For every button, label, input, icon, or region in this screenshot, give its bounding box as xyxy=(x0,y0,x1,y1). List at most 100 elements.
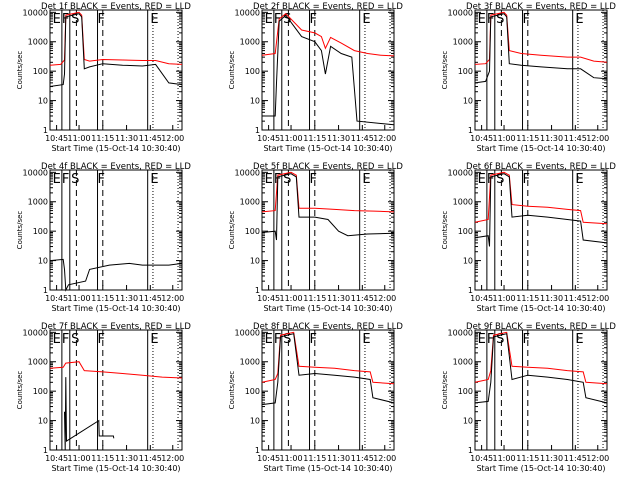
y-tick-label: 1 xyxy=(468,446,473,455)
region-label: S xyxy=(283,332,291,347)
x-tick-label: 11:00 xyxy=(68,294,91,303)
y-axis-label: Counts/sec xyxy=(228,371,236,410)
y-tick-label: 1 xyxy=(43,286,48,295)
x-axis-label: Start Time (15-Oct-14 10:30:40) xyxy=(263,464,392,473)
series-events-line xyxy=(49,258,183,292)
x-tick-label: 10:45 xyxy=(257,134,280,143)
plot-frame xyxy=(49,9,183,131)
region-label: F xyxy=(523,172,530,187)
region-label: E xyxy=(575,172,583,187)
y-axis-label: Counts/sec xyxy=(228,211,236,250)
panel-title: Det 3f BLACK = Events, RED = LLD xyxy=(466,2,616,12)
y-tick-label: 1000 xyxy=(453,38,473,47)
y-axis-label: Counts/sec xyxy=(228,51,236,90)
x-tick-label: 11:00 xyxy=(280,134,303,143)
x-tick-label: 11:00 xyxy=(493,134,516,143)
region-label: E xyxy=(53,12,61,27)
y-tick-label: 100 xyxy=(458,227,473,236)
plot-frame xyxy=(474,329,608,451)
region-label: E xyxy=(362,332,370,347)
region-label: F xyxy=(523,332,530,347)
x-tick-label: 11:30 xyxy=(115,454,138,463)
series-lld-line xyxy=(49,361,183,379)
x-axis-label: Start Time (15-Oct-14 10:30:40) xyxy=(51,144,180,153)
x-tick-label: 11:45 xyxy=(139,454,162,463)
x-tick-label: 11:45 xyxy=(139,294,162,303)
x-tick-label: 10:45 xyxy=(470,134,493,143)
plot-frame xyxy=(474,169,608,291)
plot-frame xyxy=(261,169,395,291)
x-tick-label: 11:15 xyxy=(91,294,114,303)
panel-title: Det 6f BLACK = Events, RED = LLD xyxy=(466,162,616,172)
region-label: F xyxy=(310,172,317,187)
series-lld-line xyxy=(261,171,395,213)
y-tick-label: 10 xyxy=(463,97,473,106)
x-axis-label: Start Time (15-Oct-14 10:30:40) xyxy=(476,144,605,153)
y-tick-label: 10000 xyxy=(448,168,473,177)
y-tick-label: 100 xyxy=(245,227,260,236)
x-tick-label: 10:45 xyxy=(470,454,493,463)
region-label: S xyxy=(71,12,79,27)
y-axis-label: Counts/sec xyxy=(16,51,24,90)
y-tick-label: 100 xyxy=(458,67,473,76)
x-tick-label: 12:00 xyxy=(586,134,609,143)
y-tick-label: 1 xyxy=(43,446,48,455)
y-tick-label: 10 xyxy=(463,257,473,266)
x-tick-label: 11:45 xyxy=(564,134,587,143)
y-tick-label: 1000 xyxy=(240,198,260,207)
region-label: E xyxy=(362,12,370,27)
x-tick-label: 11:15 xyxy=(516,294,539,303)
x-tick-label: 11:00 xyxy=(68,134,91,143)
series-lld-line xyxy=(474,331,608,385)
y-tick-label: 100 xyxy=(245,387,260,396)
x-tick-label: 11:45 xyxy=(351,134,374,143)
region-label: F xyxy=(274,332,281,347)
region-label: S xyxy=(71,172,79,187)
y-axis-label: Counts/sec xyxy=(16,211,24,250)
x-tick-label: 11:45 xyxy=(564,454,587,463)
x-axis-label: Start Time (15-Oct-14 10:30:40) xyxy=(51,304,180,313)
region-label: S xyxy=(283,12,291,27)
y-tick-label: 10000 xyxy=(235,328,260,337)
y-tick-label: 100 xyxy=(458,387,473,396)
region-label: E xyxy=(478,172,486,187)
region-label: E xyxy=(53,172,61,187)
x-tick-label: 11:30 xyxy=(327,454,350,463)
region-label: E xyxy=(265,332,273,347)
series-events-line xyxy=(261,173,395,241)
x-tick-label: 11:45 xyxy=(351,454,374,463)
x-tick-label: 11:15 xyxy=(516,134,539,143)
x-axis-label: Start Time (15-Oct-14 10:30:40) xyxy=(263,304,392,313)
y-axis-label: Counts/sec xyxy=(441,51,449,90)
plot-frame xyxy=(49,329,183,451)
y-tick-label: 100 xyxy=(33,67,48,76)
panel-title: Det 2f BLACK = Events, RED = LLD xyxy=(253,2,403,12)
region-label: E xyxy=(575,12,583,27)
x-tick-label: 12:00 xyxy=(161,134,184,143)
y-axis-label: Counts/sec xyxy=(16,371,24,410)
x-tick-label: 11:15 xyxy=(303,294,326,303)
y-tick-label: 1 xyxy=(468,286,473,295)
x-tick-label: 12:00 xyxy=(373,454,396,463)
x-tick-label: 11:15 xyxy=(303,134,326,143)
x-tick-label: 11:30 xyxy=(327,134,350,143)
x-tick-label: 10:45 xyxy=(470,294,493,303)
x-tick-label: 11:45 xyxy=(139,134,162,143)
x-axis-label: Start Time (15-Oct-14 10:30:40) xyxy=(51,464,180,473)
region-label: F xyxy=(98,172,105,187)
x-axis-label: Start Time (15-Oct-14 10:30:40) xyxy=(263,144,392,153)
y-tick-label: 10 xyxy=(250,257,260,266)
panel-title: Det 4f BLACK = Events, RED = LLD xyxy=(41,162,191,172)
y-tick-label: 1 xyxy=(255,446,260,455)
region-label: F xyxy=(487,332,494,347)
region-label: F xyxy=(62,332,69,347)
x-tick-label: 10:45 xyxy=(45,454,68,463)
plot-frame xyxy=(261,9,395,131)
y-tick-label: 1 xyxy=(43,126,48,135)
